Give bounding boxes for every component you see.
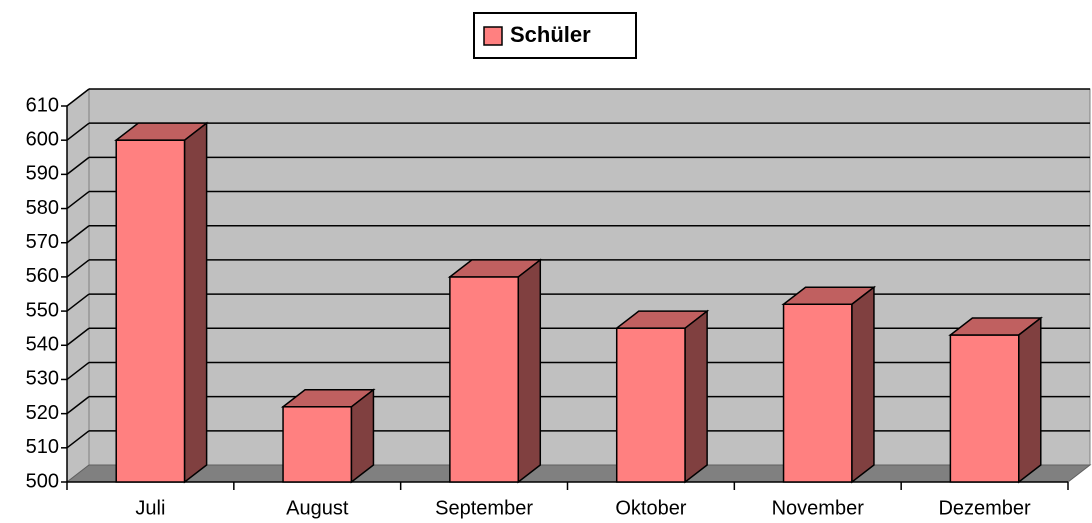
side-wall <box>66 87 90 484</box>
bar-front <box>115 139 186 483</box>
y-tick-label: 550 <box>26 299 59 321</box>
floor <box>65 464 1092 483</box>
x-tick-label: November <box>772 497 865 519</box>
grid-line <box>66 395 1090 415</box>
x-tick-label: September <box>435 497 533 519</box>
bar <box>614 309 710 484</box>
bar-front <box>282 406 353 483</box>
grid-line-side <box>66 293 90 312</box>
bar-front <box>782 303 853 483</box>
y-tick-label: 520 <box>26 402 59 424</box>
grid-line <box>66 88 1090 107</box>
legend-swatch <box>483 26 503 46</box>
x-tick-label: Juli <box>135 497 165 519</box>
grid-line-side <box>66 156 90 175</box>
grid-line <box>66 259 1090 278</box>
grid-line <box>66 156 1090 175</box>
bar-front <box>615 327 686 483</box>
y-tick-label: 500 <box>26 470 59 492</box>
grid-line <box>66 122 1090 141</box>
y-tick-label: 510 <box>26 436 59 458</box>
back-wall <box>88 88 1091 466</box>
bar-side <box>851 285 875 484</box>
grid-line <box>66 190 1090 210</box>
y-tick-label: 540 <box>26 334 59 356</box>
y-tick-label: 570 <box>26 231 59 253</box>
legend-label: Schüler <box>510 22 591 47</box>
y-tick-label: 530 <box>26 368 59 390</box>
bar <box>781 285 877 484</box>
bar-front <box>449 276 520 483</box>
grid-line-side <box>66 190 90 210</box>
bar <box>280 388 376 484</box>
bar-side <box>517 258 542 484</box>
grid-line-side <box>66 430 90 449</box>
bar-side <box>684 309 708 484</box>
grid-line <box>66 327 1090 346</box>
x-tick-label: Oktober <box>615 497 686 519</box>
grid-line-side <box>66 122 90 141</box>
grid-line <box>66 361 1090 381</box>
bar-side <box>183 121 208 484</box>
grid-line-side <box>66 327 90 346</box>
grid-line-side <box>66 259 90 278</box>
grid-line-side <box>66 396 90 415</box>
grid-line-side <box>66 88 90 107</box>
x-tick-label: August <box>286 497 349 519</box>
bar-side <box>350 388 375 484</box>
y-tick-label: 580 <box>26 197 59 219</box>
grid-line <box>66 293 1090 312</box>
y-tick-label: 600 <box>26 128 59 150</box>
grid-line-side <box>66 225 90 244</box>
x-tick-label: Dezember <box>938 497 1031 519</box>
bar-front <box>949 334 1020 483</box>
y-tick-label: 610 <box>26 94 59 116</box>
bar <box>948 316 1043 484</box>
bar <box>114 121 209 484</box>
bar-side <box>1018 316 1042 484</box>
bar <box>447 258 543 484</box>
grid-line <box>66 430 1090 449</box>
grid-line-side <box>66 361 90 381</box>
grid-line <box>66 224 1090 244</box>
y-tick-label: 590 <box>26 163 59 185</box>
y-tick-label: 560 <box>26 265 59 287</box>
